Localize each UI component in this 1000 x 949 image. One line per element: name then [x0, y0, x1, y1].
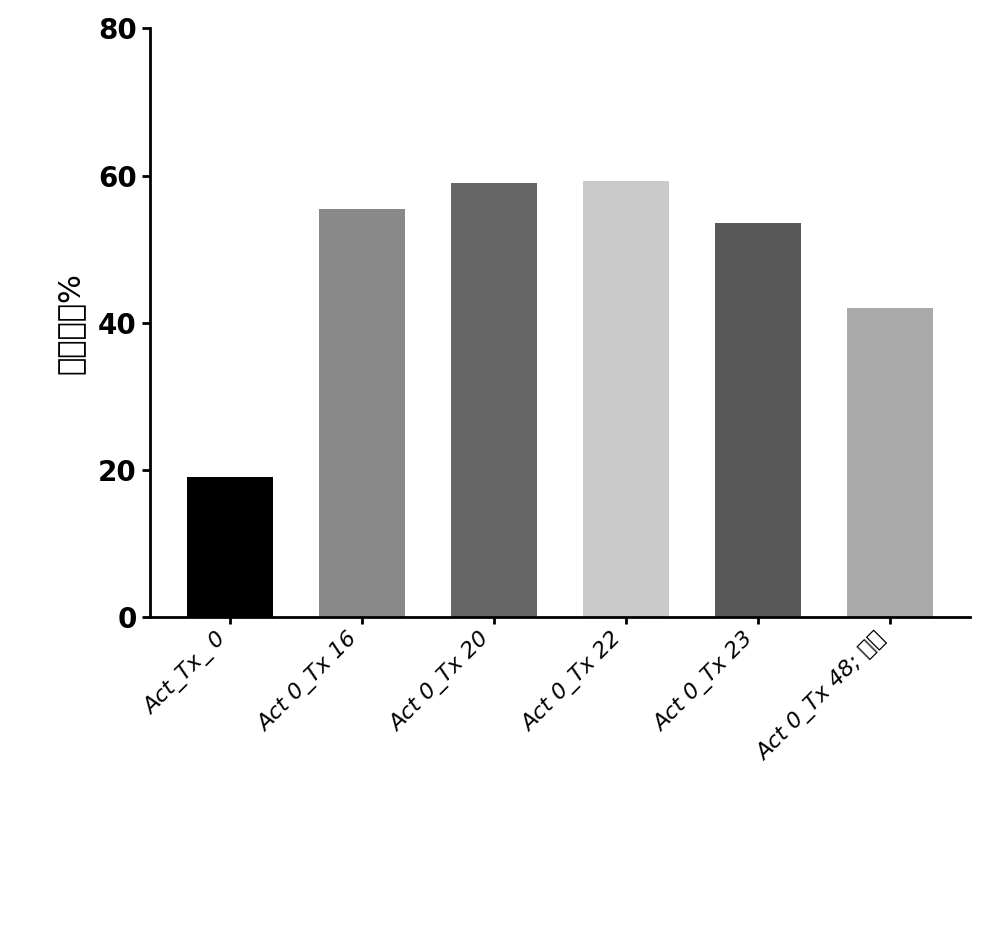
Y-axis label: 转导效率%: 转导效率%	[55, 271, 84, 374]
Bar	[451, 183, 537, 617]
Bar	[187, 477, 273, 617]
Bar	[847, 308, 933, 617]
Bar	[583, 181, 669, 617]
Bar	[319, 209, 405, 617]
Bar	[715, 223, 801, 617]
